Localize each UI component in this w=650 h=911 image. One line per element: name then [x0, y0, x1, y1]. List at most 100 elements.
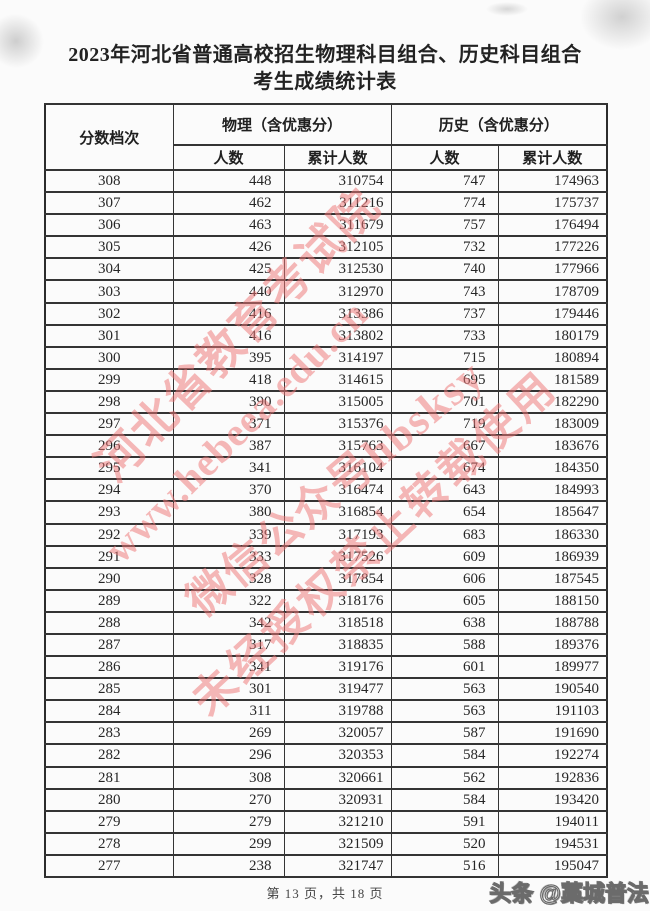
history-cumulative-cell: 181589 — [497, 367, 608, 392]
physics-cumulative-cell: 319176 — [283, 655, 392, 680]
history-cumulative-cell: 186330 — [497, 522, 608, 547]
history-count-cell: 591 — [390, 809, 499, 834]
physics-count-cell: 390 — [172, 389, 285, 415]
score-tier-cell: 278 — [44, 831, 174, 856]
score-tier-cell: 298 — [44, 389, 174, 415]
score-tier-cell: 304 — [44, 257, 174, 282]
header-group-row: 分数档次 物理（含优惠分） 历史（含优惠分） — [44, 103, 608, 171]
table-row: 277 238 321747 516 195047 — [44, 853, 608, 879]
physics-count-cell: 342 — [172, 610, 285, 635]
toutiao-watermark: 头条 @藁城普法 — [489, 880, 650, 906]
physics-count-cell: 339 — [172, 522, 285, 547]
physics-count-cell: 322 — [172, 588, 285, 613]
table-row: 298 390 315005 701 182290 — [44, 389, 608, 415]
physics-cumulative-cell: 320353 — [283, 743, 392, 768]
score-tier-cell: 277 — [44, 853, 174, 879]
history-count-cell: 562 — [390, 765, 499, 790]
score-tier-cell: 282 — [44, 743, 174, 768]
title-line-2: 考生成绩统计表 — [253, 71, 397, 93]
history-count-cell: 757 — [390, 213, 499, 238]
history-cumulative-cell: 193420 — [497, 787, 608, 812]
history-count-cell: 740 — [390, 257, 499, 282]
physics-count-cell: 341 — [172, 655, 285, 680]
history-cumulative-cell: 177966 — [497, 257, 608, 282]
physics-cumulative-cell: 315763 — [283, 434, 392, 459]
history-cumulative-cell: 194011 — [497, 809, 608, 834]
score-tier-cell: 292 — [44, 522, 174, 547]
score-tier-cell: 290 — [44, 566, 174, 591]
physics-cumulative-cell: 313802 — [283, 323, 392, 348]
score-tier-cell: 279 — [44, 809, 174, 834]
physics-count-cell: 317 — [172, 632, 285, 658]
table-row: 289 322 318176 605 188150 — [44, 588, 608, 613]
score-tier-cell: 301 — [44, 323, 174, 348]
physics-count-cell: 270 — [172, 787, 285, 812]
table-row: 281 308 320661 562 192836 — [44, 765, 608, 790]
physics-count-cell: 341 — [172, 456, 285, 481]
history-count-cell: 715 — [390, 345, 499, 370]
history-cumulative-cell: 183009 — [497, 412, 608, 437]
table-row: 299 418 314615 695 181589 — [44, 367, 608, 392]
physics-cumulative-cell: 315376 — [283, 412, 392, 437]
physics-count-cell: 416 — [172, 301, 285, 326]
score-tier-cell: 289 — [44, 588, 174, 613]
history-cumulative-cell: 195047 — [497, 853, 608, 879]
history-cumulative-cell: 188150 — [497, 588, 608, 613]
table-row: 297 371 315376 719 183009 — [44, 412, 608, 437]
score-tier-cell: 281 — [44, 765, 174, 790]
table-header: 分数档次 物理（含优惠分） 历史（含优惠分） 人数 累计人数 人数 累计人数 — [44, 103, 608, 171]
history-count-cell: 654 — [390, 500, 499, 525]
history-cumulative-cell: 179446 — [497, 301, 608, 326]
history-cumulative-cell: 177226 — [497, 235, 608, 260]
table-row: 306 463 311679 757 176494 — [44, 213, 608, 238]
score-table-body: 308 448 310754 747 174963 307 462 311216 774 1757… — [44, 168, 608, 879]
physics-count-cell: 238 — [172, 853, 285, 879]
physics-cumulative-cell: 320661 — [283, 765, 392, 790]
physics-count-cell: 426 — [172, 235, 285, 260]
history-count-cell: 774 — [390, 191, 499, 216]
physics-cumulative-cell: 310754 — [283, 168, 392, 194]
table-row: 283 269 320057 587 191690 — [44, 721, 608, 746]
score-tier-cell: 296 — [44, 434, 174, 459]
history-cumulative-cell: 194531 — [497, 831, 608, 856]
physics-cumulative-cell: 317854 — [283, 566, 392, 591]
history-count-cell: 737 — [390, 301, 499, 326]
history-count-cell: 747 — [390, 168, 499, 194]
score-tier-cell: 280 — [44, 787, 174, 812]
history-count-cell: 606 — [390, 566, 499, 591]
table-row: 296 387 315763 667 183676 — [44, 434, 608, 459]
physics-cumulative-cell: 316104 — [283, 456, 392, 481]
score-tier-cell: 308 — [44, 168, 174, 194]
history-count-cell: 605 — [390, 588, 499, 613]
physics-count-cell: 463 — [172, 213, 285, 238]
physics-count-cell: 371 — [172, 412, 285, 437]
header-score-tier: 分数档次 — [44, 103, 174, 171]
physics-cumulative-cell: 312105 — [283, 235, 392, 260]
physics-cumulative-cell: 313386 — [283, 301, 392, 326]
physics-count-cell: 462 — [172, 191, 285, 216]
physics-cumulative-cell: 312530 — [283, 257, 392, 282]
history-cumulative-cell: 190540 — [497, 677, 608, 702]
history-cumulative-cell: 176494 — [497, 213, 608, 238]
physics-count-cell: 395 — [172, 345, 285, 370]
physics-cumulative-cell: 311679 — [283, 213, 392, 238]
header-history-count: 人数 — [390, 144, 499, 171]
score-tier-cell: 306 — [44, 213, 174, 238]
table-row: 287 317 318835 588 189376 — [44, 632, 608, 658]
history-cumulative-cell: 189977 — [497, 655, 608, 680]
physics-count-cell: 328 — [172, 566, 285, 591]
physics-cumulative-cell: 321747 — [283, 853, 392, 879]
history-count-cell: 643 — [390, 478, 499, 503]
history-count-cell: 732 — [390, 235, 499, 260]
document-title: 2023年河北省普通高校招生物理科目组合、历史科目组合 考生成绩统计表 — [0, 42, 650, 96]
history-count-cell: 584 — [390, 743, 499, 768]
history-cumulative-cell: 192274 — [497, 743, 608, 768]
score-tier-cell: 284 — [44, 699, 174, 724]
table-row: 290 328 317854 606 187545 — [44, 566, 608, 591]
physics-cumulative-cell: 318518 — [283, 610, 392, 635]
physics-count-cell: 296 — [172, 743, 285, 768]
history-cumulative-cell: 191690 — [497, 721, 608, 746]
history-cumulative-cell: 183676 — [497, 434, 608, 459]
table-row: 303 440 312970 743 178709 — [44, 279, 608, 304]
table-row: 307 462 311216 774 175737 — [44, 191, 608, 216]
